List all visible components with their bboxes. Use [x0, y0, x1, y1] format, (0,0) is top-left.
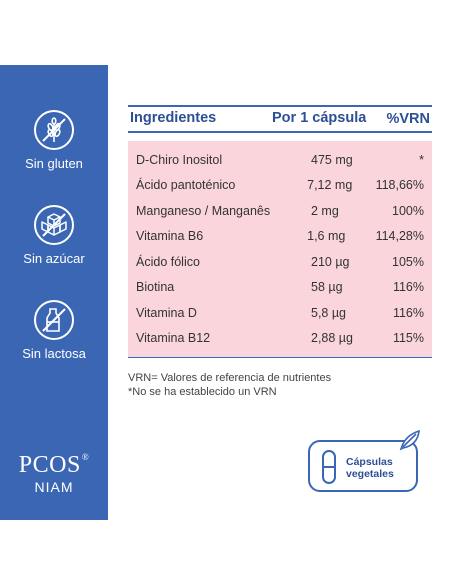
cell-amount: 2,88 µg — [311, 331, 353, 346]
cell-vrn: 105% — [392, 254, 424, 269]
cell-amount: 210 µg — [311, 254, 350, 269]
cell-ingredient: Vitamina D — [136, 305, 197, 320]
cell-vrn: 118,66% — [375, 178, 424, 193]
cell-ingredient: Biotina — [136, 280, 175, 295]
leaf-icon — [398, 428, 422, 457]
brand-name: PCOS® — [18, 452, 90, 478]
milk-crossed-icon — [34, 300, 74, 340]
cell-ingredient: Manganeso / Manganês — [136, 203, 271, 218]
table-row: Manganeso / Manganês 2 mg 100% — [128, 198, 432, 224]
table-body: D-Chiro Inositol 475 mg * Ácido pantoténico… — [128, 141, 432, 358]
header-amount: Por 1 cápsula — [272, 110, 367, 126]
cell-vrn: 115% — [392, 331, 424, 346]
badge-label-gluten: Sin gluten — [25, 156, 83, 171]
badge-gluten-free: Sin gluten — [0, 110, 108, 171]
vegetable-capsules-badge: Cápsulas vegetales — [308, 440, 418, 492]
cell-ingredient: Ácido pantoténico — [136, 178, 236, 193]
cell-vrn: 116% — [392, 280, 424, 295]
cell-amount: 475 mg — [311, 152, 353, 167]
cell-vrn: 114,28% — [375, 229, 424, 244]
sugar-cubes-crossed-icon — [34, 205, 74, 245]
cell-amount: 2 mg — [311, 203, 339, 218]
footnote-vrn: VRN= Valores de referencia de nutrientes — [128, 372, 332, 384]
cell-ingredient: D-Chiro Inositol — [136, 152, 223, 167]
cell-ingredient: Vitamina B6 — [136, 229, 204, 244]
cell-vrn: * — [419, 152, 424, 167]
table-row: Ácido pantoténico 7,12 mg 118,66% — [128, 173, 432, 199]
table-row: Vitamina B12 2,88 µg 115% — [128, 326, 432, 352]
cell-vrn: 116% — [392, 305, 424, 320]
brand-logo: PCOS® NIAM — [0, 452, 108, 495]
cell-amount: 1,6 mg — [307, 229, 346, 244]
cell-amount: 58 µg — [311, 280, 343, 295]
brand-sub: NIAM — [34, 479, 74, 495]
badge-sugar-free: Sin azúcar — [0, 205, 108, 266]
table-row: D-Chiro Inositol 475 mg * — [128, 147, 432, 173]
table-row: Ácido fólico 210 µg 105% — [128, 249, 432, 275]
header-ingredient: Ingredientes — [130, 110, 217, 126]
badge-lactose-free: Sin lactosa — [0, 300, 108, 361]
cell-ingredient: Vitamina B12 — [136, 331, 211, 346]
table-row: Vitamina B6 1,6 mg 114,28% — [128, 224, 432, 250]
sidebar: Sin gluten Sin azúcar — [0, 65, 108, 520]
capsule-icon — [322, 450, 336, 484]
header-vrn: %VRN — [386, 111, 430, 127]
table-row: Biotina 58 µg 116% — [128, 275, 432, 301]
capsule-label: Cápsulas vegetales — [346, 456, 394, 480]
cell-ingredient: Ácido fólico — [136, 254, 200, 269]
table-row: Vitamina D 5,8 µg 116% — [128, 300, 432, 326]
badge-label-sugar: Sin azúcar — [23, 251, 85, 266]
footnote-asterisk: *No se ha establecido un VRN — [128, 386, 277, 398]
wheat-crossed-icon — [34, 110, 74, 150]
table-header: Ingredientes Por 1 cápsula %VRN — [128, 105, 432, 133]
footnotes: VRN= Valores de referencia de nutrientes… — [128, 371, 331, 399]
cell-amount: 7,12 mg — [307, 178, 353, 193]
cell-vrn: 100% — [392, 203, 424, 218]
cell-amount: 5,8 µg — [311, 305, 347, 320]
badge-label-lactose: Sin lactosa — [22, 346, 86, 361]
nutrition-table: Ingredientes Por 1 cápsula %VRN D-Chiro … — [128, 105, 432, 358]
